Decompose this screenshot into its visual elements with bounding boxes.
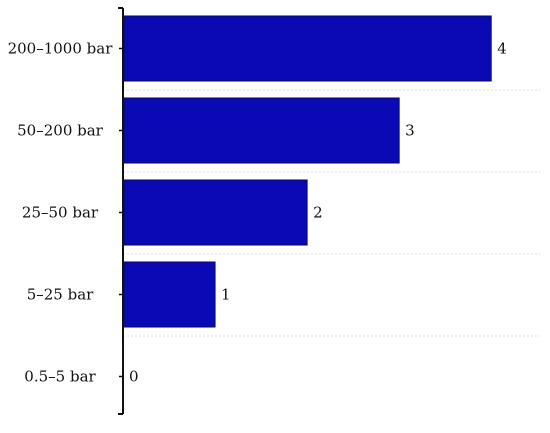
data-label: 3 xyxy=(405,122,415,140)
data-label: 0 xyxy=(129,368,139,386)
data-label: 4 xyxy=(497,40,507,58)
data-label: 2 xyxy=(313,204,323,222)
bar xyxy=(123,261,216,328)
data-label: 1 xyxy=(221,286,231,304)
category-separators xyxy=(123,89,540,337)
category-axis xyxy=(118,7,124,415)
category-label: 25–50 bar xyxy=(22,204,99,222)
bar xyxy=(123,15,492,82)
bar xyxy=(123,179,308,246)
bar xyxy=(123,97,400,164)
category-label: 50–200 bar xyxy=(17,122,104,140)
data-labels: 4 3 2 1 0 xyxy=(129,40,507,386)
category-axis-labels: 200–1000 bar 50–200 bar 25–50 bar 5–25 bar 0… xyxy=(8,40,114,386)
bar-series xyxy=(123,15,492,328)
category-label: 5–25 bar xyxy=(27,286,94,304)
category-label: 0.5–5 bar xyxy=(24,368,96,386)
category-label: 200–1000 bar xyxy=(8,40,114,58)
